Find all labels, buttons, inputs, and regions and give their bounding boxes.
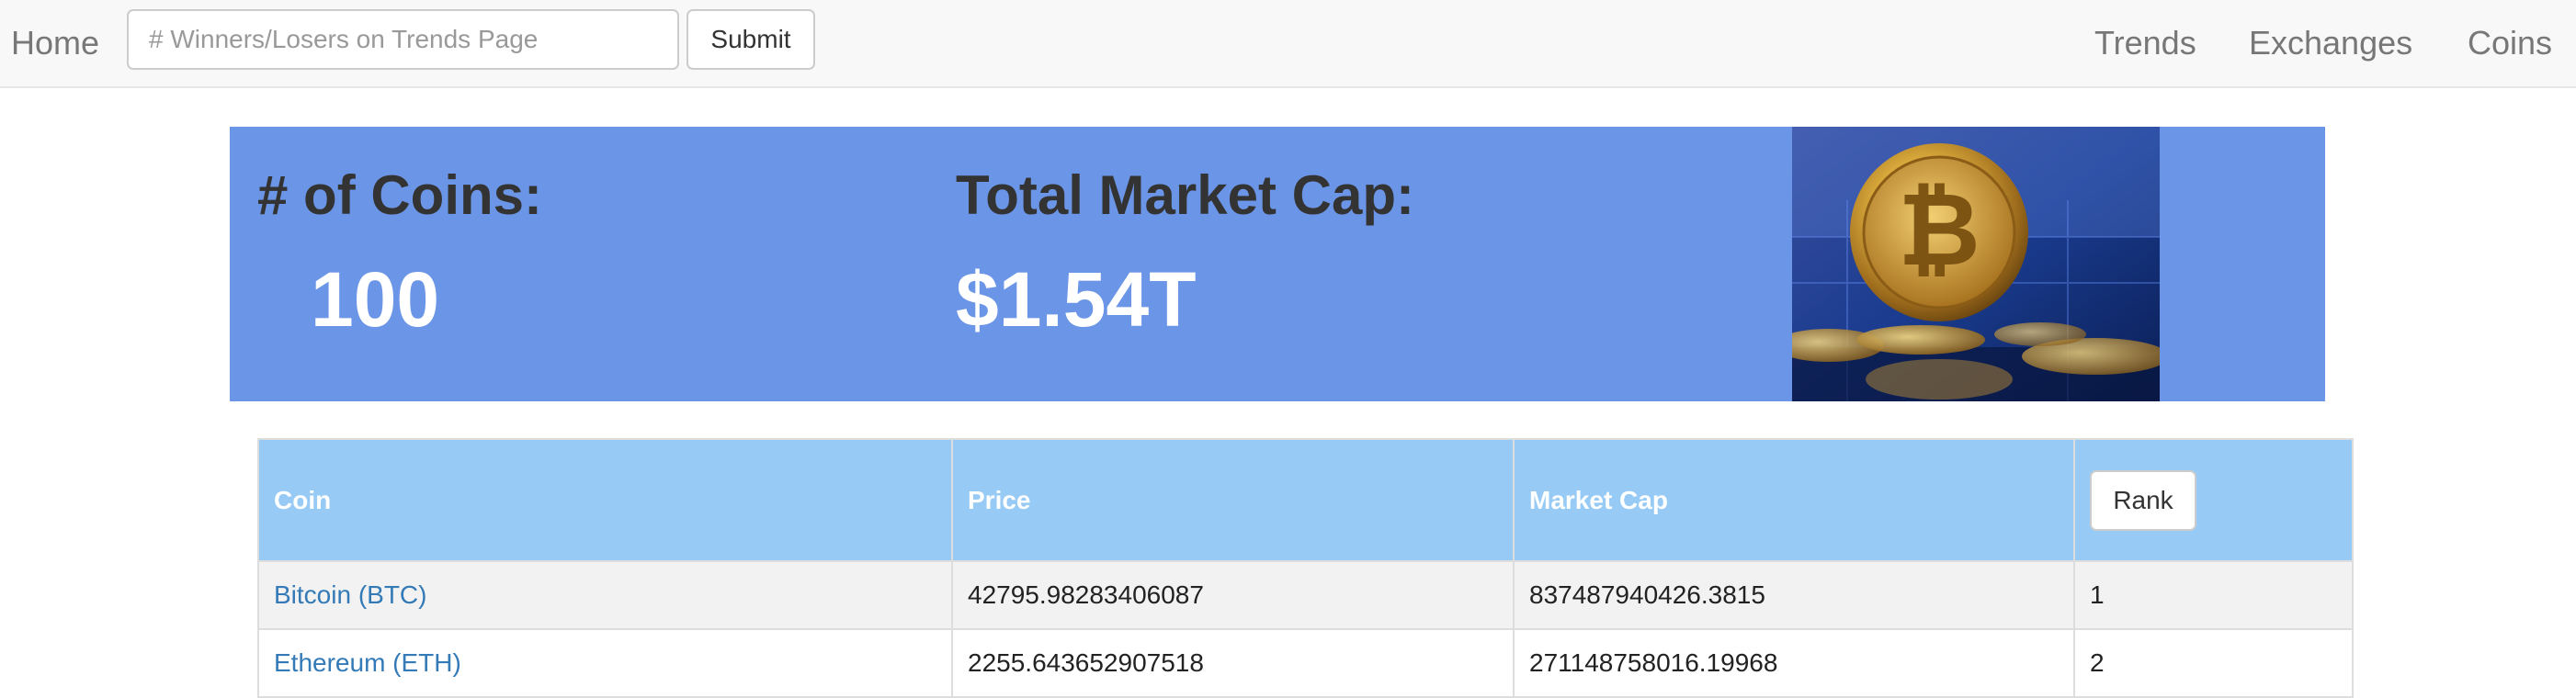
coin-cell: Bitcoin (BTC) bbox=[257, 560, 953, 630]
coins-table-container: Coin Price Market Cap Rank Bitcoin (BTC)… bbox=[257, 438, 2354, 698]
coin-column-header: Coin bbox=[257, 438, 953, 562]
coin-link[interactable]: Ethereum (ETH) bbox=[274, 648, 461, 677]
submit-button[interactable]: Submit bbox=[687, 9, 815, 70]
nav-coins-link[interactable]: Coins bbox=[2468, 24, 2553, 62]
svg-text:₿: ₿ bbox=[1898, 171, 1980, 288]
market-cap-label: Total Market Cap: bbox=[956, 164, 1414, 226]
table-row: Ethereum (ETH) 2255.643652907518 2711487… bbox=[257, 628, 2354, 698]
coins-count-value: 100 bbox=[311, 256, 440, 343]
coins-table: Coin Price Market Cap Rank Bitcoin (BTC)… bbox=[257, 438, 2354, 698]
price-cell: 42795.98283406087 bbox=[951, 560, 1515, 630]
table-row: Bitcoin (BTC) 42795.98283406087 83748794… bbox=[257, 560, 2354, 630]
navbar: Home Submit Trends Exchanges Coins bbox=[0, 0, 2576, 88]
bitcoin-image: ₿ bbox=[1792, 127, 2160, 401]
nav-home-link[interactable]: Home bbox=[11, 24, 100, 62]
coin-link[interactable]: Bitcoin (BTC) bbox=[274, 580, 427, 609]
rank-sort-button[interactable]: Rank bbox=[2090, 469, 2196, 531]
price-cell: 2255.643652907518 bbox=[951, 628, 1515, 698]
table-header-row: Coin Price Market Cap Rank bbox=[257, 438, 2354, 562]
price-column-header: Price bbox=[951, 438, 1515, 562]
market-cap-column-header: Market Cap bbox=[1513, 438, 2075, 562]
nav-trends-link[interactable]: Trends bbox=[2094, 24, 2196, 62]
coins-count-label: # of Coins: bbox=[257, 164, 542, 226]
market-cap-cell: 837487940426.3815 bbox=[1513, 560, 2075, 630]
coin-cell: Ethereum (ETH) bbox=[257, 628, 953, 698]
rank-column-header: Rank bbox=[2073, 438, 2354, 562]
rank-cell: 2 bbox=[2073, 628, 2354, 698]
market-cap-cell: 271148758016.19968 bbox=[1513, 628, 2075, 698]
winners-losers-input[interactable] bbox=[127, 9, 679, 70]
market-summary-banner: # of Coins: 100 Total Market Cap: $1.54T bbox=[230, 127, 2325, 401]
nav-exchanges-link[interactable]: Exchanges bbox=[2249, 24, 2413, 62]
market-cap-value: $1.54T bbox=[956, 256, 1197, 343]
rank-cell: 1 bbox=[2073, 560, 2354, 630]
bitcoin-coin-icon: ₿ bbox=[1792, 127, 2160, 401]
